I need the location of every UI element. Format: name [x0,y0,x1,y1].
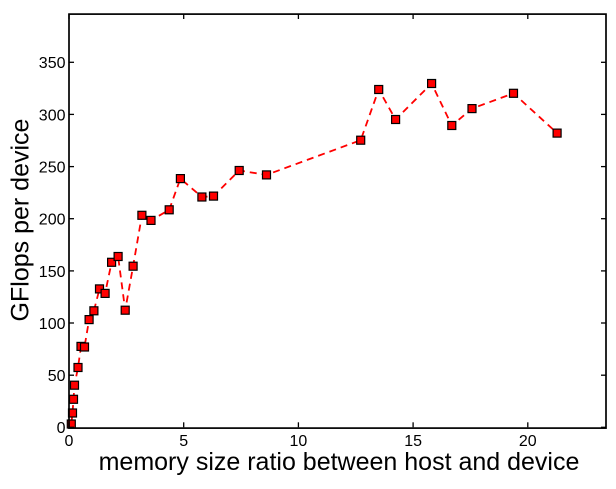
svg-text:300: 300 [39,107,66,124]
svg-text:GFlops per device: GFlops per device [7,119,35,322]
svg-text:10: 10 [290,433,308,450]
svg-text:350: 350 [39,55,66,72]
svg-text:250: 250 [39,160,66,177]
svg-text:150: 150 [39,264,66,281]
svg-text:0: 0 [65,433,74,450]
svg-text:5: 5 [179,433,188,450]
svg-text:100: 100 [39,316,66,333]
svg-text:0: 0 [57,420,66,437]
svg-text:15: 15 [404,433,422,450]
svg-text:50: 50 [48,368,66,385]
svg-text:memory size ratio between host: memory size ratio between host and devic… [99,448,580,476]
svg-text:200: 200 [39,212,66,229]
svg-text:20: 20 [519,433,537,450]
